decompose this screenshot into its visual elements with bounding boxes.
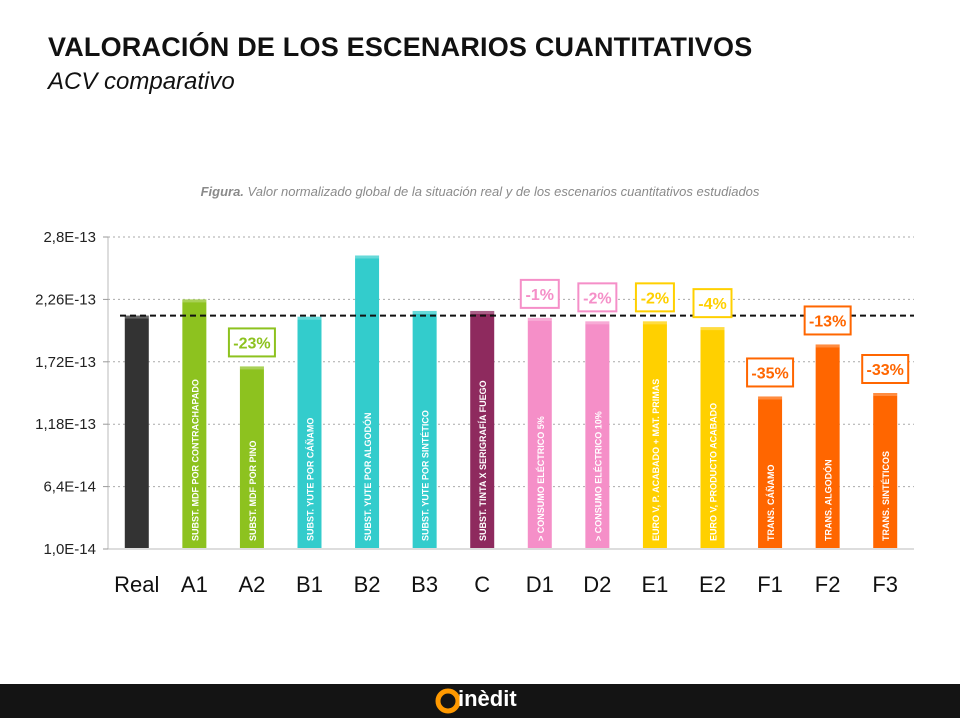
x-tick-label: E2 — [699, 572, 726, 597]
change-badge — [519, 278, 560, 309]
x-tick-label: A2 — [238, 572, 265, 597]
y-tick-label: 1,0E-14 — [43, 541, 96, 558]
y-tick-label: 2,8E-13 — [43, 229, 96, 246]
change-badge-text: -13% — [809, 313, 846, 330]
bar-b2 — [355, 255, 380, 548]
change-badge — [634, 282, 675, 313]
change-badge-text: -2% — [583, 290, 611, 307]
change-badge — [861, 354, 910, 384]
bar-highlight — [355, 255, 380, 259]
change-badge-text: -23% — [233, 335, 270, 352]
page-subtitle: ACV comparativo — [48, 68, 235, 95]
x-tick-label: C — [474, 572, 490, 597]
bar-label: > CONSUMO ELÉCTRICO 5% — [536, 416, 546, 541]
x-tick-label: F2 — [815, 572, 841, 597]
bar-f3 — [873, 393, 898, 548]
bar-label: SUBST. TINTA X SERIGRAFÍA FUEGO — [478, 380, 488, 541]
bar-b1 — [297, 316, 322, 548]
bar-a2 — [239, 366, 264, 548]
bar-chart: 1,0E-14 6,4E-14 1,18E-13 1,72E-13 2,26E-13 2,… — [35, 229, 914, 597]
x-tick-label: F3 — [872, 572, 898, 597]
x-tick-label: A1 — [181, 572, 208, 597]
logo-icon — [435, 688, 461, 714]
bar-highlight — [182, 299, 207, 303]
bar-highlight — [585, 321, 610, 325]
footer-bar — [0, 684, 960, 718]
x-tick-label: F1 — [757, 572, 783, 597]
bar-label: > CONSUMO ELÉCTRICO 10% — [593, 411, 603, 541]
bar-f2 — [815, 344, 840, 548]
caption-lead: Figura. — [200, 184, 244, 199]
x-tick-label: B2 — [354, 572, 381, 597]
bar-highlight — [124, 315, 149, 319]
change-badge — [803, 305, 852, 336]
x-tick-label: B1 — [296, 572, 323, 597]
bar-highlight — [873, 393, 898, 396]
bar-label: TRANS. CÁÑAMO — [766, 465, 776, 542]
bar-label: TRANS. ALGODÓN — [823, 459, 834, 541]
bar-c — [470, 310, 495, 548]
change-badge — [746, 357, 795, 388]
bar-highlight — [700, 327, 725, 331]
change-badge-text: -35% — [751, 365, 788, 382]
bar-a1 — [182, 299, 207, 548]
y-tick-label: 1,18E-13 — [35, 416, 96, 433]
change-badge-text: -1% — [526, 287, 554, 304]
bar-highlight — [412, 310, 437, 314]
bar-d2 — [585, 321, 610, 548]
caption-text: Valor normalizado global de la situación… — [243, 184, 760, 199]
page-title: VALORACIÓN DE LOS ESCENARIOS CUANTITATIV… — [48, 32, 753, 62]
bar-highlight — [642, 321, 667, 325]
bar-e2 — [700, 327, 725, 548]
x-tick-label: B3 — [411, 572, 438, 597]
x-tick-label: D1 — [526, 572, 554, 597]
bar-e1 — [642, 321, 667, 548]
bar-label: SUBST. MDF POR CONTRACHAPADO — [190, 379, 200, 541]
y-tick-label: 6,4E-14 — [43, 479, 96, 496]
change-badge — [692, 288, 733, 319]
change-badge-text: -2% — [641, 290, 669, 307]
y-tick-label: 1,72E-13 — [35, 354, 96, 371]
change-badge-text: -33% — [867, 362, 904, 379]
change-badge — [227, 327, 276, 358]
bar-b3 — [412, 310, 437, 548]
bar-label: TRANS. SINTÉTICOS — [881, 451, 891, 541]
bar-highlight — [470, 310, 495, 314]
bar-highlight — [239, 366, 264, 370]
y-tick-label: 2,26E-13 — [35, 291, 96, 308]
x-tick-label: D2 — [583, 572, 611, 597]
change-badge-text: -4% — [698, 296, 726, 313]
bar-highlight — [297, 316, 322, 320]
bar-highlight — [758, 396, 783, 400]
bar-label: EURO V, PRODUCTO ACABADO — [709, 403, 719, 541]
bar-highlight — [815, 344, 840, 348]
bar-highlight — [527, 317, 552, 321]
bar-f1 — [758, 396, 783, 548]
bar-label: SUBST. MDF POR PINO — [248, 440, 258, 541]
bar-label: SUBST. YUTE POR SINTÉTICO — [421, 410, 431, 541]
bar-d1 — [527, 317, 552, 548]
bar-label: SUBST. YUTE POR CÁÑAMO — [306, 418, 316, 541]
x-tick-label: E1 — [641, 572, 668, 597]
bar-label: EURO V, P. ACABADO + MAT. PRIMAS — [651, 379, 661, 541]
figure-caption: Figura. Valor normalizado global de la s… — [0, 184, 960, 199]
bar-real — [124, 315, 149, 548]
logo-text: inèdit — [458, 686, 517, 711]
bar-label: SUBST. YUTE POR ALGODÓN — [362, 412, 373, 541]
x-tick-label: Real — [114, 572, 159, 597]
change-badge — [577, 282, 618, 313]
